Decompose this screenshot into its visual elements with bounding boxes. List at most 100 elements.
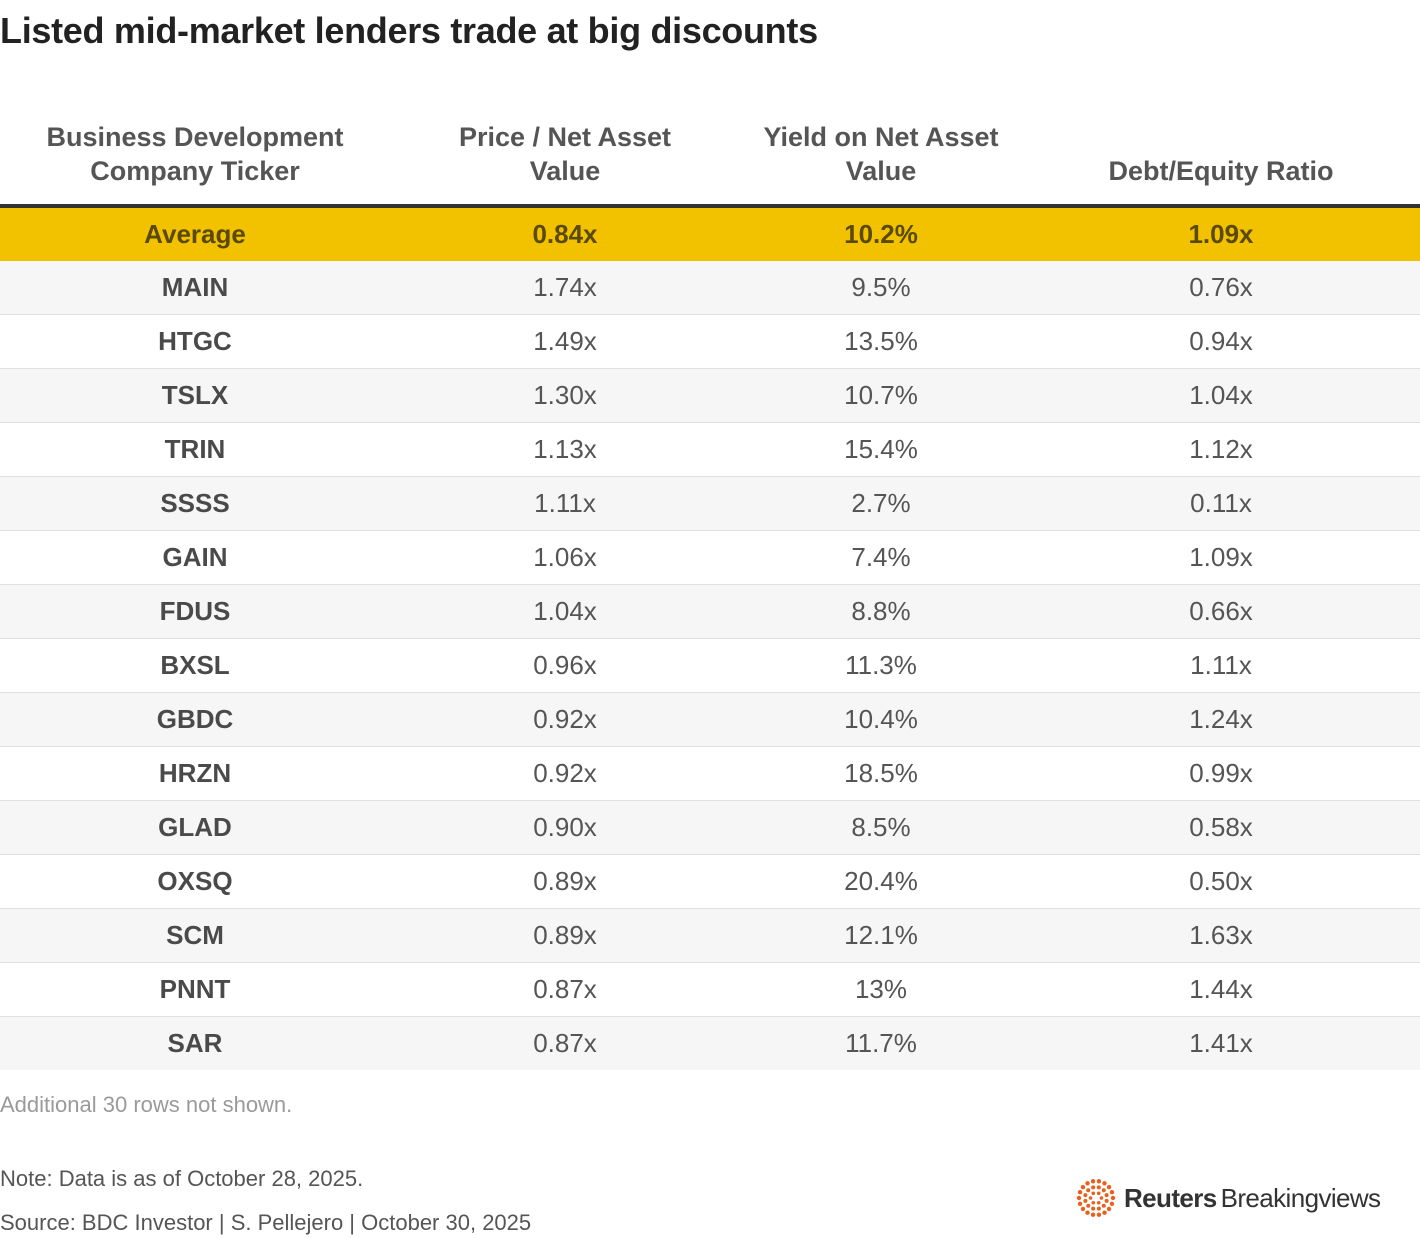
table-header-row: Business Development Company Ticker Price… (0, 112, 1420, 208)
price-nav-cell: 0.87x (390, 1016, 740, 1070)
logo-dot (1083, 1198, 1088, 1203)
logo-dot (1106, 1184, 1112, 1190)
logo-dot (1085, 1181, 1090, 1186)
average-yield-nav: 10.2% (740, 206, 1022, 261)
logo-dot (1091, 1185, 1096, 1190)
yield-nav-cell: 18.5% (740, 746, 1022, 801)
price-nav-cell: 1.06x (390, 530, 740, 585)
price-nav-cell: 1.11x (390, 476, 740, 531)
yield-nav-cell: 8.8% (740, 584, 1022, 639)
logo-dot (1096, 1212, 1102, 1217)
ticker-cell: PNNT (0, 962, 390, 1017)
price-nav-cell: 0.90x (390, 800, 740, 855)
header-ticker: Business Development Company Ticker (0, 112, 390, 208)
logo-dot (1090, 1212, 1096, 1217)
reuters-breakingviews-logo: Reuters Breakingviews (1076, 1178, 1381, 1218)
table-row: SCM 0.89x 12.1% 1.63x (0, 908, 1420, 963)
table-row: TSLX 1.30x 10.7% 1.04x (0, 368, 1420, 423)
price-nav-cell: 1.74x (390, 261, 740, 315)
table-row: HTGC 1.49x 13.5% 0.94x (0, 314, 1420, 369)
logo-dot (1096, 1179, 1102, 1184)
logo-dot (1104, 1193, 1109, 1198)
yield-nav-cell: 10.4% (740, 692, 1022, 747)
yield-nav-cell: 12.1% (740, 908, 1022, 963)
yield-nav-cell: 2.7% (740, 476, 1022, 531)
average-debt-equity: 1.09x (1022, 206, 1420, 261)
debt-equity-cell: 1.09x (1022, 530, 1420, 585)
ticker-cell: TRIN (0, 422, 390, 477)
logo-sub: Breakingviews (1220, 1182, 1381, 1213)
ticker-cell: OXSQ (0, 854, 390, 909)
ticker-cell: GBDC (0, 692, 390, 747)
yield-nav-cell: 9.5% (740, 261, 1022, 315)
logo-dot (1080, 1184, 1086, 1190)
price-nav-cell: 0.92x (390, 746, 740, 801)
ticker-cell: BXSL (0, 638, 390, 693)
table-row: SSSS 1.11x 2.7% 0.11x (0, 476, 1420, 531)
logo-dot (1076, 1195, 1082, 1201)
average-price-nav: 0.84x (390, 206, 740, 261)
bdc-table: Business Development Company Ticker Price… (0, 112, 1420, 1070)
header-yield-nav: Yield on Net Asset Value (740, 112, 1022, 208)
logo-dot (1077, 1201, 1083, 1207)
debt-equity-cell: 1.24x (1022, 692, 1420, 747)
ticker-cell: SCM (0, 908, 390, 963)
logo-brand: Reuters (1124, 1182, 1217, 1213)
debt-equity-cell: 0.66x (1022, 584, 1420, 639)
ticker-cell: HTGC (0, 314, 390, 369)
header-debt-equity: Debt/Equity Ratio (1022, 112, 1420, 208)
logo-dot (1080, 1206, 1086, 1212)
price-nav-cell: 0.92x (390, 692, 740, 747)
yield-nav-cell: 20.4% (740, 854, 1022, 909)
yield-nav-cell: 8.5% (740, 800, 1022, 855)
yield-nav-cell: 7.4% (740, 530, 1022, 585)
logo-dot (1086, 1188, 1091, 1193)
debt-equity-cell: 0.11x (1022, 476, 1420, 531)
table-row: GLAD 0.90x 8.5% 0.58x (0, 800, 1420, 855)
debt-equity-cell: 1.41x (1022, 1016, 1420, 1070)
table-row: BXSL 0.96x 11.3% 1.11x (0, 638, 1420, 693)
debt-equity-cell: 1.11x (1022, 638, 1420, 693)
debt-equity-cell: 0.50x (1022, 854, 1420, 909)
table-row: FDUS 1.04x 8.8% 0.66x (0, 584, 1420, 639)
table-row: PNNT 0.87x 13% 1.44x (0, 962, 1420, 1017)
price-nav-cell: 1.13x (390, 422, 740, 477)
price-nav-cell: 1.49x (390, 314, 740, 369)
ticker-cell: GLAD (0, 800, 390, 855)
logo-dot (1109, 1201, 1115, 1207)
price-nav-cell: 0.96x (390, 638, 740, 693)
chart-title: Listed mid-market lenders trade at big d… (0, 10, 818, 51)
logo-dot (1091, 1206, 1096, 1211)
debt-equity-cell: 0.58x (1022, 800, 1420, 855)
logo-dot (1104, 1198, 1109, 1203)
logo-dot (1101, 1203, 1106, 1208)
ticker-cell: SAR (0, 1016, 390, 1070)
table-row: HRZN 0.92x 18.5% 0.99x (0, 746, 1420, 801)
rows-not-shown-note: Additional 30 rows not shown. (0, 1092, 293, 1117)
logo-dot (1083, 1193, 1088, 1198)
table-row: SAR 0.87x 11.7% 1.41x (0, 1016, 1420, 1070)
average-label: Average (0, 206, 390, 261)
yield-nav-cell: 13% (740, 962, 1022, 1017)
logo-dot (1091, 1200, 1096, 1205)
logo-dot (1086, 1203, 1091, 1208)
yield-nav-cell: 15.4% (740, 422, 1022, 477)
debt-equity-cell: 1.04x (1022, 368, 1420, 423)
ticker-cell: SSSS (0, 476, 390, 531)
price-nav-cell: 0.89x (390, 854, 740, 909)
logo-dot (1085, 1210, 1090, 1215)
reuters-dot-ring-icon (1076, 1179, 1116, 1217)
logo-dot (1106, 1206, 1112, 1212)
logo-dot (1109, 1189, 1115, 1195)
price-nav-cell: 1.04x (390, 584, 740, 639)
average-row: Average 0.84x 10.2% 1.09x (0, 206, 1420, 261)
logo-dot (1096, 1191, 1101, 1196)
debt-equity-cell: 0.76x (1022, 261, 1420, 315)
table-row: GAIN 1.06x 7.4% 1.09x (0, 530, 1420, 585)
table-row: MAIN 1.74x 9.5% 0.76x (0, 261, 1420, 315)
ticker-cell: HRZN (0, 746, 390, 801)
table-row: GBDC 0.92x 10.4% 1.24x (0, 692, 1420, 747)
logo-dot (1091, 1191, 1096, 1196)
debt-equity-cell: 0.94x (1022, 314, 1420, 369)
yield-nav-cell: 10.7% (740, 368, 1022, 423)
